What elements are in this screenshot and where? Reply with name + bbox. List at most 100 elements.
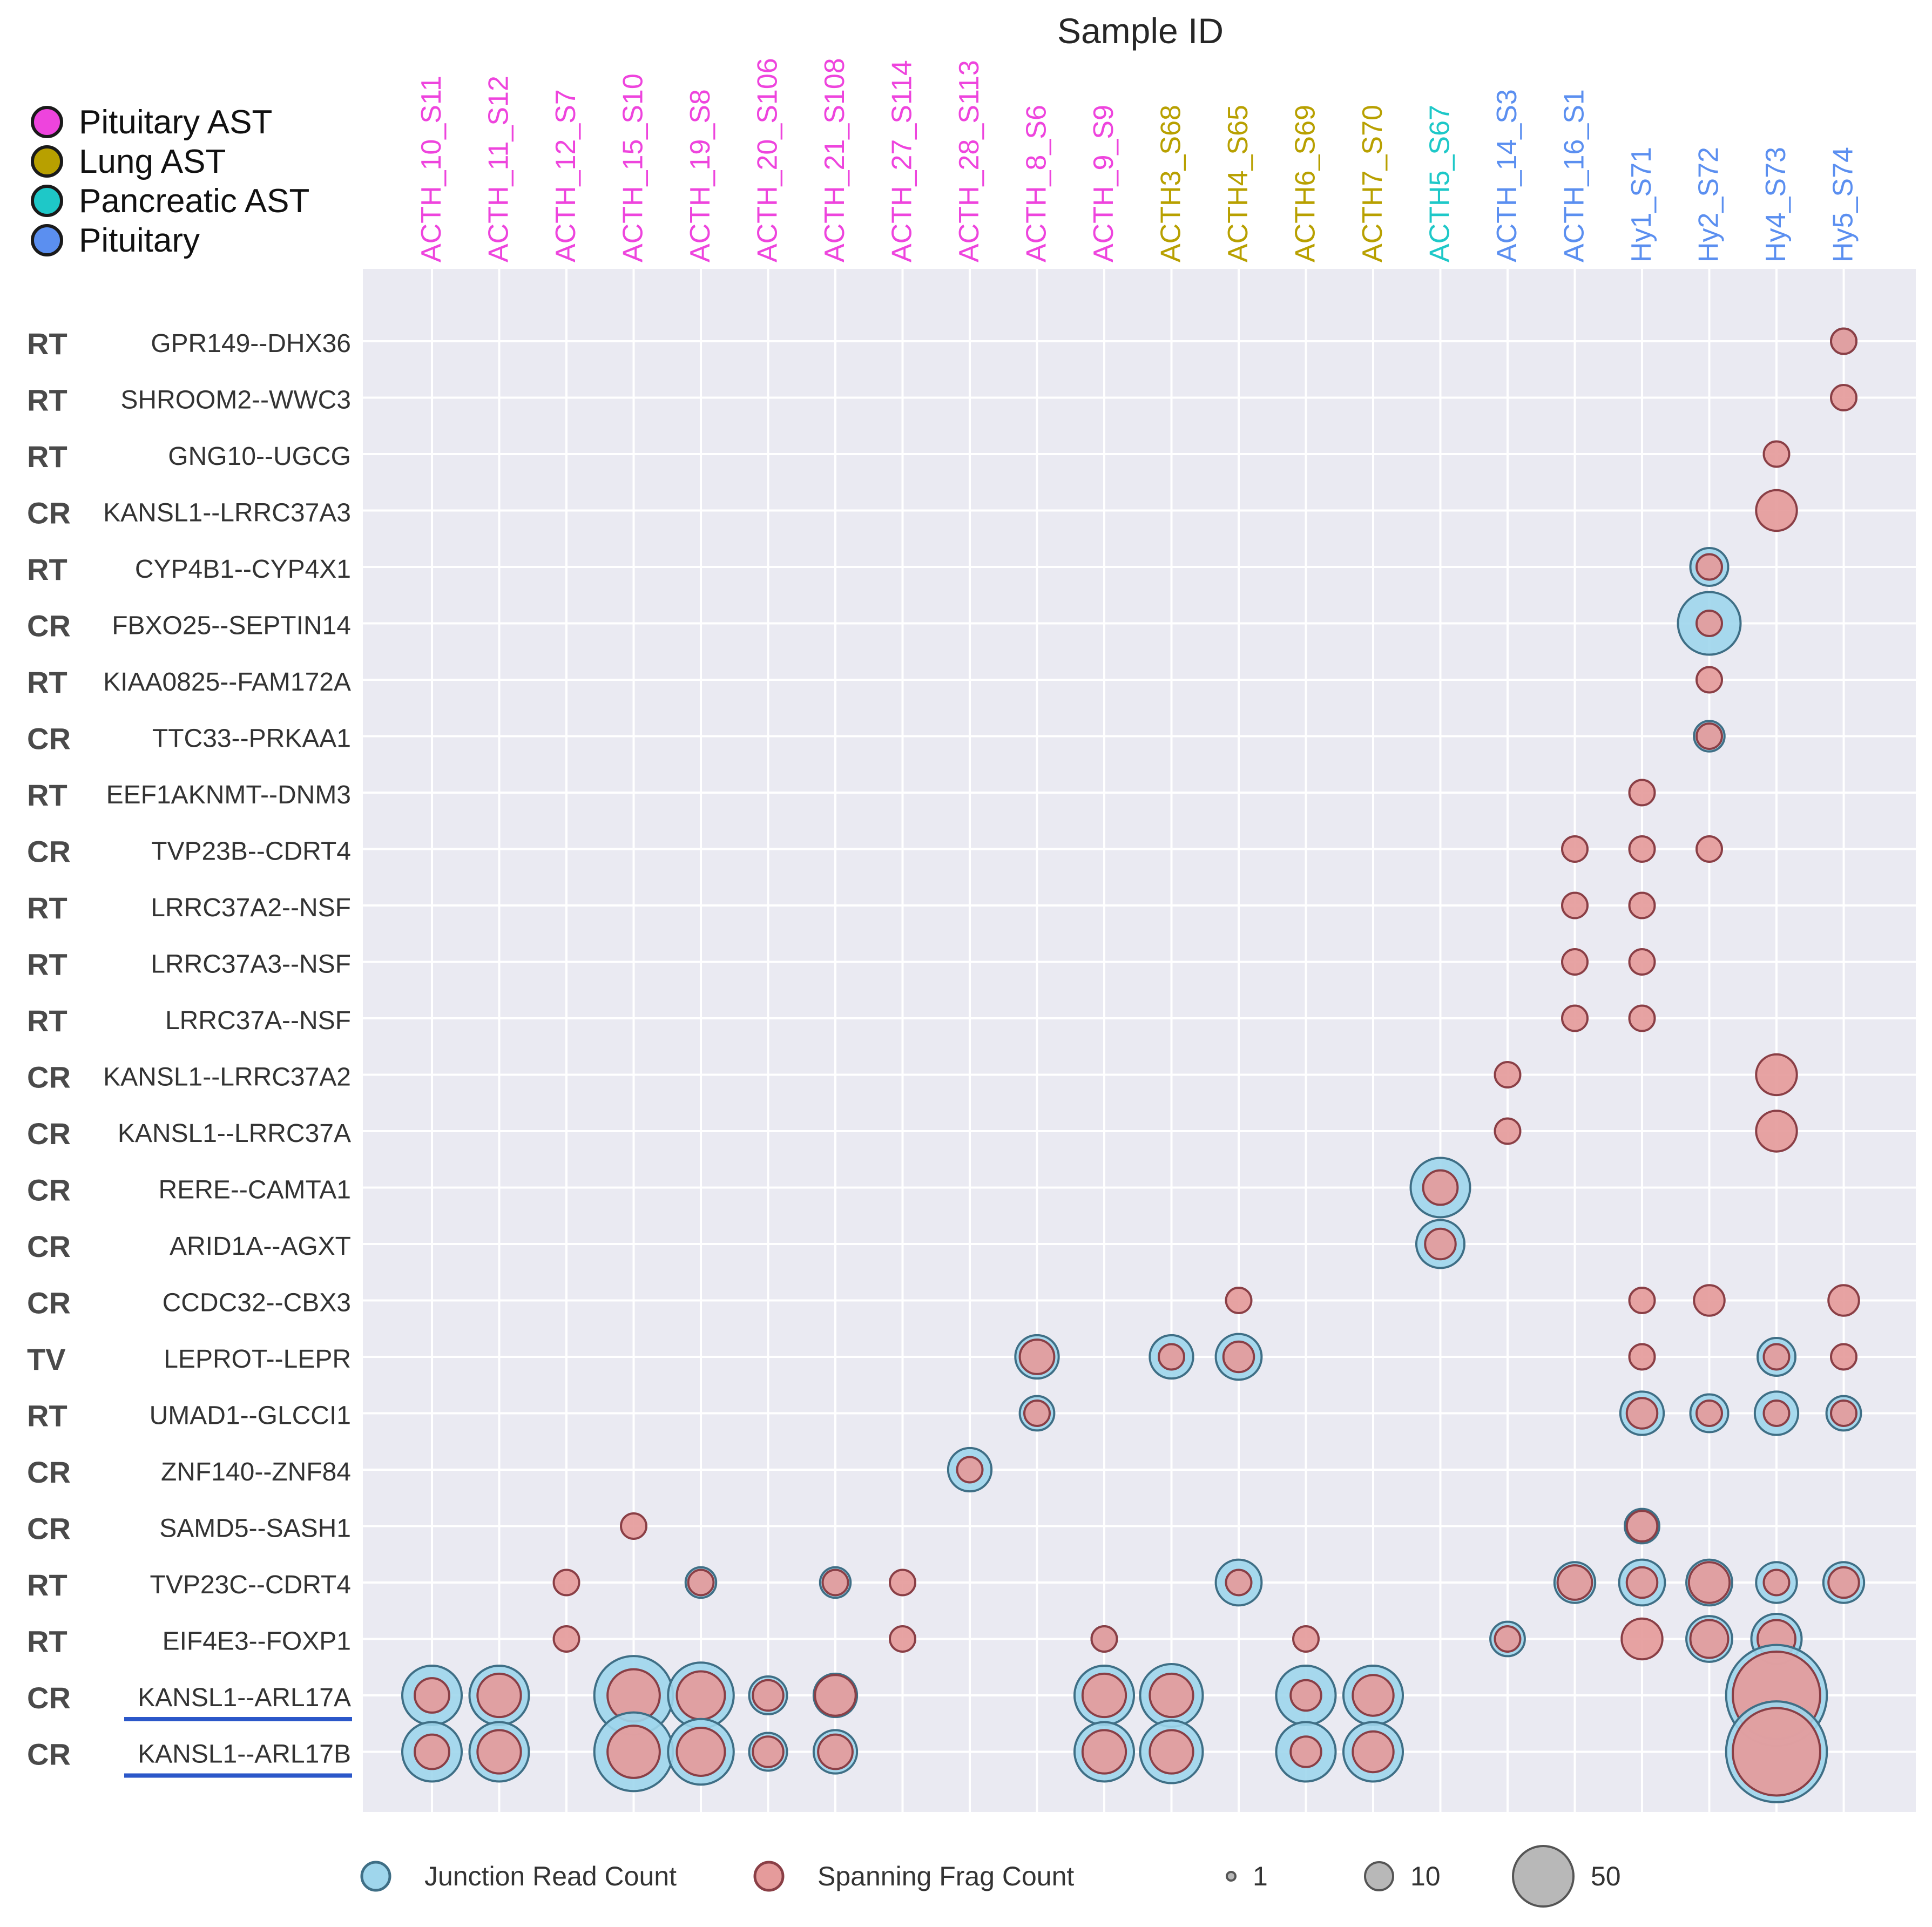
spanning-bubble (1090, 1625, 1118, 1653)
spanning-bubble (1827, 1566, 1860, 1599)
x-tick-label: ACTH_8_S6 (1021, 105, 1052, 262)
y-tick-label: KANSL1--LRRC37A (118, 1119, 351, 1148)
fusion-type-label: RT (27, 327, 67, 361)
fusion-type-label: CR (27, 1512, 71, 1546)
y-tick-label: TTC33--PRKAA1 (152, 725, 351, 753)
spanning-bubble (1149, 1672, 1194, 1719)
spanning-bubble (1755, 1110, 1798, 1153)
y-tick-label: ZNF140--ZNF84 (161, 1458, 351, 1486)
spanning-bubble (1628, 1287, 1656, 1314)
fusion-type-label: RT (27, 1399, 67, 1433)
legend-junction-marker (360, 1861, 391, 1892)
x-tick-label: ACTH7_S70 (1357, 105, 1388, 262)
x-tick-label: ACTH_16_S1 (1559, 89, 1590, 262)
legend-label: Pancreatic AST (79, 182, 309, 220)
fusion-type-label: RT (27, 1004, 67, 1038)
fusion-type-label: CR (27, 1737, 71, 1772)
x-tick-label: ACTH_20_S106 (752, 58, 783, 262)
size-key-marker (1512, 1845, 1575, 1908)
fusion-type-label: RT (27, 1625, 67, 1659)
spanning-bubble (1628, 948, 1656, 976)
x-tick-label: Hy1_S71 (1626, 147, 1657, 262)
spanning-bubble (414, 1733, 450, 1770)
y-tick-label: LRRC37A3--NSF (151, 950, 351, 979)
spanning-bubble (1830, 1399, 1857, 1427)
plot-area (363, 269, 1916, 1812)
spanning-bubble (476, 1672, 522, 1719)
spanning-bubble (1225, 1568, 1253, 1597)
spanning-bubble (1620, 1617, 1664, 1661)
spanning-bubble (1687, 1561, 1731, 1604)
y-tick-label: KANSL1--ARL17B (138, 1740, 351, 1769)
spanning-bubble (1827, 1284, 1860, 1317)
spanning-bubble (1625, 1566, 1659, 1599)
spanning-bubble (1762, 440, 1791, 468)
fusion-type-label: CR (27, 1060, 71, 1094)
spanning-bubble (1352, 1674, 1395, 1717)
spanning-bubble (1762, 1399, 1791, 1427)
fusion-type-label: CR (27, 1681, 71, 1715)
x-tick-label: ACTH_15_S10 (618, 73, 649, 262)
x-tick-label: ACTH_28_S113 (954, 60, 985, 262)
spanning-bubble (1556, 1564, 1593, 1601)
spanning-bubble (1289, 1679, 1322, 1712)
y-tick-label: CYP4B1--CYP4X1 (135, 555, 351, 584)
gridlines (363, 269, 1916, 1812)
spanning-bubble (1693, 1284, 1726, 1317)
fusion-type-label: CR (27, 722, 71, 756)
spanning-bubble (620, 1512, 647, 1540)
spanning-bubble (1625, 1510, 1659, 1543)
fusion-type-label: RT (27, 948, 67, 982)
x-tick-label: ACTH_10_S11 (416, 76, 447, 262)
spanning-bubble (752, 1735, 785, 1768)
spanning-bubble (956, 1456, 984, 1484)
chart-title: Sample ID (1057, 11, 1224, 51)
size-key-label: 10 (1410, 1861, 1441, 1891)
y-tick-label: LEPROT--LEPR (164, 1345, 351, 1374)
x-tick-label: ACTH3_S68 (1156, 105, 1187, 262)
legend-label: Pituitary (79, 222, 200, 259)
spanning-bubble (1732, 1707, 1821, 1797)
fusion-type-label: CR (27, 1455, 71, 1489)
fusion-type-label: CR (27, 1229, 71, 1263)
fusion-type-label: RT (27, 383, 67, 417)
spanning-bubble (1755, 489, 1798, 532)
spanning-bubble (1222, 1340, 1255, 1374)
spanning-bubble (1018, 1338, 1056, 1375)
x-tick-label: Hy2_S72 (1693, 147, 1725, 262)
spanning-bubble (1695, 835, 1723, 863)
legend-marker (31, 145, 63, 178)
spanning-bubble (1695, 610, 1723, 637)
y-tick-label: KANSL1--LRRC37A2 (103, 1063, 351, 1092)
x-tick-label: ACTH_12_S7 (550, 89, 582, 262)
y-tick-label: GNG10--UGCG (168, 442, 351, 471)
y-tick-labels: RT GPR149--DHX36 RT SHROOM2--WWC3 RT GNG10--U… (27, 327, 352, 1778)
spanning-bubble (675, 1726, 726, 1777)
y-tick-label: LRRC37A2--NSF (151, 894, 351, 922)
spanning-bubble (821, 1568, 849, 1597)
spanning-bubble (687, 1568, 715, 1597)
y-tick-label: SHROOM2--WWC3 (120, 386, 351, 415)
spanning-bubble (1755, 1053, 1798, 1097)
legend-label: Pituitary AST (79, 104, 272, 141)
size-key-label: 50 (1591, 1861, 1621, 1891)
y-tick-label: EEF1AKNMT--DNM3 (106, 781, 351, 809)
legend-marker (31, 106, 63, 138)
size-key-label: 1 (1253, 1861, 1268, 1891)
spanning-bubble (552, 1568, 580, 1597)
spanning-bubble (1289, 1735, 1322, 1768)
fusion-type-label: CR (27, 835, 71, 869)
y-tick-label: KANSL1--LRRC37A3 (103, 499, 351, 528)
spanning-bubble (1352, 1730, 1395, 1774)
spanning-bubble (1225, 1287, 1253, 1314)
spanning-bubble (1561, 948, 1589, 976)
spanning-bubble (1292, 1625, 1320, 1653)
fusion-type-label: CR (27, 1286, 71, 1320)
fusion-type-label: RT (27, 891, 67, 925)
y-tick-label: TVP23B--CDRT4 (151, 837, 351, 866)
size-key-marker (1364, 1861, 1394, 1891)
y-tick-label: SAMD5--SASH1 (159, 1514, 351, 1543)
x-tick-label: ACTH_11_S12 (483, 76, 515, 262)
fusion-type-label: CR (27, 496, 71, 530)
